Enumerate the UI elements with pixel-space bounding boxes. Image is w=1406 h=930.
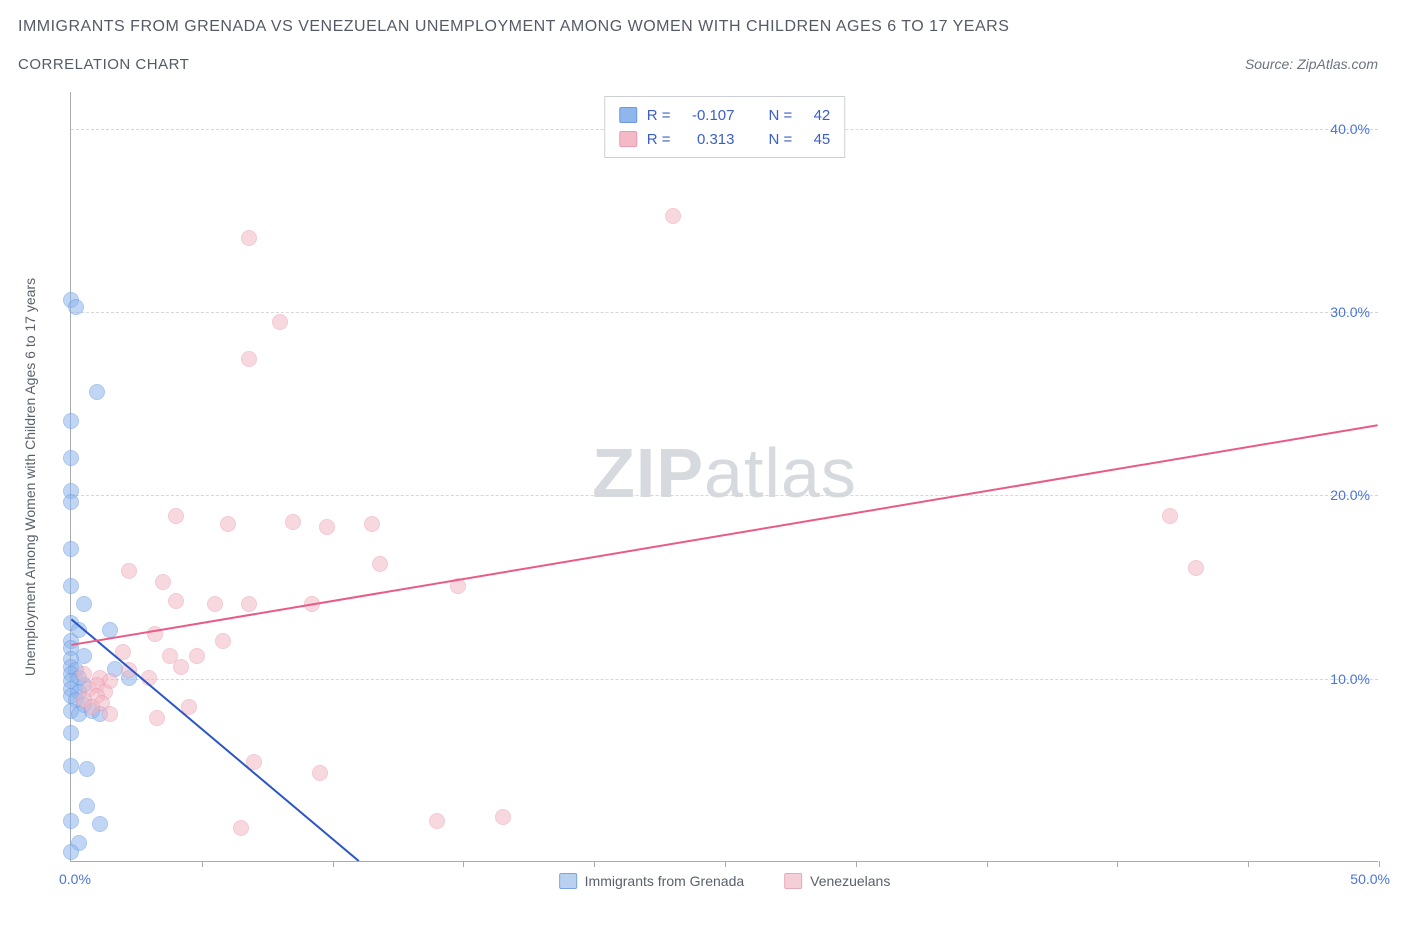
scatter-point xyxy=(168,508,184,524)
chart-area: ZIPatlas R = -0.107 N = 42 R = 0.313 N =… xyxy=(70,92,1378,862)
xtick xyxy=(202,861,203,867)
scatter-point xyxy=(220,516,236,532)
scatter-point xyxy=(63,813,79,829)
scatter-point xyxy=(215,633,231,649)
scatter-point xyxy=(63,725,79,741)
scatter-point xyxy=(207,596,223,612)
scatter-point xyxy=(102,706,118,722)
n-value-1: 45 xyxy=(802,131,830,148)
scatter-point xyxy=(1188,560,1204,576)
scatter-point xyxy=(92,816,108,832)
scatter-point xyxy=(71,622,87,638)
scatter-point xyxy=(141,670,157,686)
scatter-point xyxy=(84,699,100,715)
trend-lines xyxy=(71,92,1378,861)
scatter-point xyxy=(319,519,335,535)
scatter-point xyxy=(63,844,79,860)
scatter-point xyxy=(63,578,79,594)
legend-bottom-swatch-1 xyxy=(784,873,802,889)
r-value-0: -0.107 xyxy=(681,107,735,124)
scatter-point xyxy=(102,622,118,638)
scatter-point xyxy=(173,659,189,675)
xtick xyxy=(1248,861,1249,867)
scatter-point xyxy=(63,413,79,429)
ytick-label: 20.0% xyxy=(1310,487,1370,503)
legend-bottom-label-0: Immigrants from Grenada xyxy=(585,873,745,889)
scatter-point xyxy=(121,563,137,579)
scatter-point xyxy=(63,758,79,774)
scatter-point xyxy=(149,710,165,726)
chart-title: IMMIGRANTS FROM GRENADA VS VENEZUELAN UN… xyxy=(18,18,1009,36)
xtick xyxy=(333,861,334,867)
xtick xyxy=(1117,861,1118,867)
correlation-legend: R = -0.107 N = 42 R = 0.313 N = 45 xyxy=(604,96,846,158)
scatter-point xyxy=(89,384,105,400)
legend-bottom-label-1: Venezuelans xyxy=(810,873,890,889)
legend-row-series-0: R = -0.107 N = 42 xyxy=(619,103,831,127)
scatter-point xyxy=(79,761,95,777)
scatter-point xyxy=(450,578,466,594)
scatter-point xyxy=(241,351,257,367)
source-attribution: Source: ZipAtlas.com xyxy=(1245,56,1378,72)
scatter-point xyxy=(76,596,92,612)
scatter-point xyxy=(285,514,301,530)
legend-row-series-1: R = 0.313 N = 45 xyxy=(619,127,831,151)
ytick-label: 30.0% xyxy=(1310,304,1370,320)
ytick-label: 40.0% xyxy=(1310,121,1370,137)
gridline xyxy=(71,495,1378,496)
scatter-point xyxy=(63,541,79,557)
scatter-point xyxy=(115,644,131,660)
scatter-point xyxy=(181,699,197,715)
scatter-point xyxy=(312,765,328,781)
scatter-point xyxy=(241,230,257,246)
scatter-point xyxy=(189,648,205,664)
xaxis-max-label: 50.0% xyxy=(1350,871,1390,887)
scatter-point xyxy=(665,208,681,224)
legend-item-1: Venezuelans xyxy=(784,873,890,889)
scatter-point xyxy=(233,820,249,836)
scatter-point xyxy=(246,754,262,770)
scatter-point xyxy=(63,494,79,510)
legend-swatch-1 xyxy=(619,131,637,147)
scatter-point xyxy=(63,450,79,466)
scatter-point xyxy=(372,556,388,572)
plot-region: ZIPatlas R = -0.107 N = 42 R = 0.313 N =… xyxy=(70,92,1378,862)
yaxis-label: Unemployment Among Women with Children A… xyxy=(22,278,38,676)
scatter-point xyxy=(68,299,84,315)
watermark: ZIPatlas xyxy=(592,433,857,513)
xtick xyxy=(856,861,857,867)
gridline xyxy=(71,679,1378,680)
xtick xyxy=(1379,861,1380,867)
scatter-point xyxy=(168,593,184,609)
xtick xyxy=(594,861,595,867)
xtick xyxy=(463,861,464,867)
r-value-1: 0.313 xyxy=(681,131,735,148)
chart-subtitle: CORRELATION CHART xyxy=(18,56,189,73)
scatter-point xyxy=(241,596,257,612)
scatter-point xyxy=(147,626,163,642)
xtick xyxy=(987,861,988,867)
scatter-point xyxy=(304,596,320,612)
n-value-0: 42 xyxy=(802,107,830,124)
series-legend: Immigrants from Grenada Venezuelans xyxy=(559,873,891,889)
scatter-point xyxy=(155,574,171,590)
scatter-point xyxy=(79,798,95,814)
scatter-point xyxy=(495,809,511,825)
xtick xyxy=(725,861,726,867)
xaxis-min-label: 0.0% xyxy=(59,871,91,887)
ytick-label: 10.0% xyxy=(1310,671,1370,687)
legend-swatch-0 xyxy=(619,107,637,123)
gridline xyxy=(71,312,1378,313)
scatter-point xyxy=(429,813,445,829)
scatter-point xyxy=(272,314,288,330)
legend-bottom-swatch-0 xyxy=(559,873,577,889)
scatter-point xyxy=(364,516,380,532)
scatter-point xyxy=(121,662,137,678)
legend-item-0: Immigrants from Grenada xyxy=(559,873,745,889)
scatter-point xyxy=(1162,508,1178,524)
